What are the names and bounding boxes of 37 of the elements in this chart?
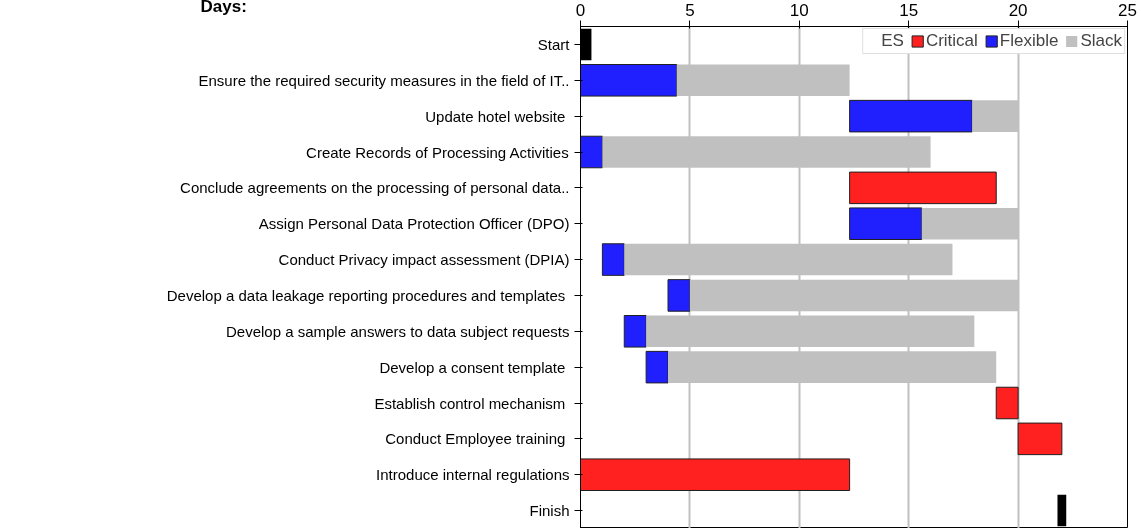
bar bbox=[1017, 422, 1063, 456]
y-tick-label: Conclude agreements on the processing of personal data.. bbox=[180, 179, 570, 197]
legend-label: Flexible bbox=[999, 31, 1059, 51]
bar bbox=[580, 458, 851, 491]
bar bbox=[995, 386, 1019, 420]
x-tick-label: 5 bbox=[685, 0, 695, 20]
x-axis-title: Days: bbox=[200, 0, 247, 16]
y-tick-label: Assign Personal Data Protection Officer (DPO) bbox=[258, 215, 570, 233]
x-tick-label: 0 bbox=[575, 0, 586, 20]
legend-title: ES bbox=[881, 31, 904, 51]
bar bbox=[601, 243, 625, 276]
bar bbox=[849, 207, 923, 240]
bar bbox=[623, 315, 647, 348]
y-tick-label: Conduct Privacy impact assessment (DPIA) bbox=[278, 251, 570, 269]
legend-label: Critical bbox=[925, 31, 978, 51]
x-tick-label: 15 bbox=[899, 0, 919, 20]
bar bbox=[580, 135, 603, 169]
bar bbox=[667, 279, 691, 312]
x-tick-label: 20 bbox=[1008, 0, 1028, 20]
x-tick-label: 25 bbox=[1118, 0, 1137, 20]
y-tick-label: Introduce internal regulations bbox=[376, 466, 570, 484]
y-tick-label: Finish bbox=[529, 502, 570, 520]
y-tick-label: Start bbox=[537, 35, 571, 53]
y-tick-label: Develop a consent template bbox=[379, 358, 566, 376]
y-tick-label: Conduct Employee training bbox=[385, 430, 566, 448]
y-tick-label: Develop a sample answers to data subject requests bbox=[225, 322, 570, 340]
bar bbox=[849, 171, 997, 205]
bar bbox=[849, 99, 973, 133]
legend-label: Slack bbox=[1080, 31, 1122, 51]
bar bbox=[645, 350, 669, 384]
x-tick-label: 10 bbox=[789, 0, 809, 20]
y-tick-label: Ensure the required security measures in the field of IT.. bbox=[198, 71, 570, 89]
y-tick-label: Create Records of Processing Activities bbox=[306, 143, 569, 161]
y-tick-label: Establish control mechanism bbox=[374, 394, 566, 412]
bar bbox=[580, 64, 678, 97]
y-tick-label: Update hotel website bbox=[425, 107, 566, 125]
y-tick-label: Develop a data leakage reporting procedures and templates bbox=[166, 286, 566, 304]
